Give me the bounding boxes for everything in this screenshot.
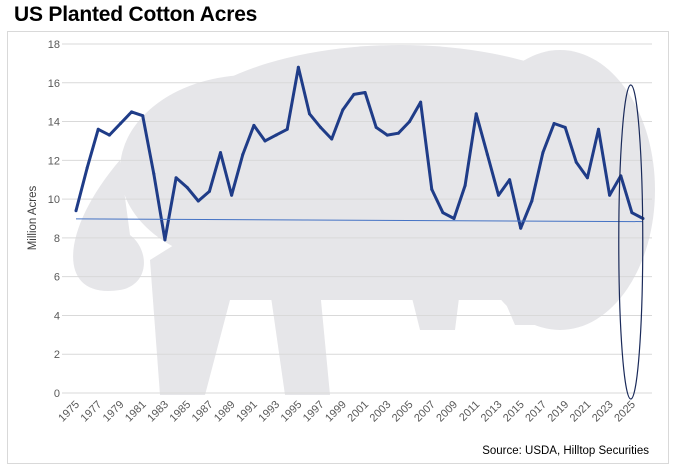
data-point — [207, 189, 211, 193]
x-tick-label: 2011 — [457, 399, 482, 424]
data-point — [185, 185, 189, 189]
data-point — [563, 125, 567, 129]
x-tick-label: 2007 — [412, 399, 438, 425]
x-tick-label: 2005 — [390, 399, 416, 425]
data-point — [274, 133, 278, 137]
y-tick-label: 18 — [48, 39, 60, 51]
data-point — [541, 151, 545, 155]
x-tick-label: 1977 — [79, 399, 105, 425]
x-tick-label: 1985 — [167, 399, 193, 425]
source-note: Source: USDA, Hilltop Securities — [482, 445, 649, 457]
data-point — [519, 226, 523, 230]
data-point — [118, 121, 122, 125]
data-point — [152, 172, 156, 176]
highlight-ellipse — [618, 84, 644, 400]
data-point — [352, 92, 356, 96]
data-point — [630, 211, 634, 215]
y-tick-label: 6 — [54, 272, 60, 284]
x-tick-label: 2003 — [368, 399, 394, 425]
x-tick-label: 2017 — [523, 399, 549, 425]
x-tick-label: 2015 — [501, 399, 527, 425]
data-point — [485, 153, 489, 157]
data-point — [408, 120, 412, 124]
data-point — [130, 110, 134, 114]
data-point — [296, 65, 300, 69]
x-tick-label: 2025 — [612, 399, 638, 425]
x-tick-label: 1995 — [279, 399, 305, 425]
data-point — [452, 217, 456, 220]
series-line-cotton-acres — [74, 65, 644, 242]
data-point — [74, 209, 78, 213]
watermark-bison — [73, 45, 655, 395]
data-point — [385, 133, 389, 137]
y-tick-label: 8 — [54, 233, 60, 245]
x-tick-label: 2021 — [568, 399, 594, 425]
y-tick-label: 4 — [54, 310, 60, 322]
data-point — [374, 125, 378, 129]
y-tick-label: 0 — [54, 388, 60, 400]
data-point — [107, 133, 111, 137]
data-point — [285, 127, 289, 131]
x-axis-ticks: 1975197719791981198319851987198919911993… — [56, 399, 638, 425]
x-tick-label: 1979 — [101, 399, 127, 425]
data-point — [196, 199, 200, 203]
x-tick-label: 1993 — [256, 399, 282, 425]
data-point — [241, 153, 245, 157]
x-tick-label: 2001 — [345, 399, 371, 425]
data-point — [508, 178, 512, 182]
data-point — [363, 90, 367, 94]
data-point — [585, 176, 589, 180]
data-point — [597, 127, 601, 131]
x-tick-label: 1991 — [234, 399, 260, 425]
data-point — [174, 176, 178, 180]
x-tick-label: 1997 — [301, 399, 327, 425]
x-tick-label: 2009 — [434, 399, 460, 425]
x-tick-label: 1983 — [145, 399, 171, 425]
x-tick-label: 2019 — [545, 399, 571, 425]
data-point — [330, 137, 334, 141]
y-tick-label: 10 — [48, 194, 60, 206]
y-tick-label: 16 — [48, 78, 60, 90]
x-tick-label: 2023 — [590, 399, 616, 425]
gridlines — [62, 43, 652, 394]
x-tick-label: 1989 — [212, 399, 238, 425]
y-axis-label: Million Acres — [27, 185, 39, 250]
data-point — [163, 238, 167, 242]
data-point — [219, 151, 223, 155]
y-axis-ticks: 0 2 4 6 8 10 12 14 16 18 — [48, 39, 60, 400]
data-point — [419, 100, 423, 104]
x-tick-label: 1981 — [123, 399, 149, 425]
data-point — [430, 187, 434, 191]
x-tick-label: 1975 — [56, 399, 82, 425]
data-point — [263, 139, 267, 143]
data-point — [574, 160, 578, 164]
data-point — [96, 127, 100, 131]
y-tick-label: 12 — [48, 155, 60, 167]
data-point — [552, 121, 556, 125]
data-point — [441, 211, 445, 215]
data-point — [85, 166, 89, 170]
data-point — [463, 184, 467, 188]
data-point — [319, 125, 323, 129]
data-point — [141, 114, 145, 118]
chart-title: US Planted Cotton Acres — [14, 3, 258, 26]
x-tick-label: 1987 — [190, 399, 216, 425]
data-point — [341, 108, 345, 112]
data-point — [530, 199, 534, 203]
data-point — [474, 112, 478, 116]
data-point — [230, 193, 234, 197]
series-lines — [74, 65, 645, 242]
x-tick-label: 2013 — [479, 399, 505, 425]
data-point — [608, 193, 612, 197]
x-tick-label: 1999 — [323, 399, 349, 425]
data-point — [307, 112, 311, 116]
chart-frame — [7, 31, 669, 464]
trend-line — [75, 218, 644, 223]
data-point — [496, 193, 500, 197]
y-tick-label: 2 — [54, 349, 60, 361]
data-point — [396, 131, 400, 135]
data-point — [252, 123, 256, 127]
y-tick-label: 14 — [48, 117, 60, 129]
